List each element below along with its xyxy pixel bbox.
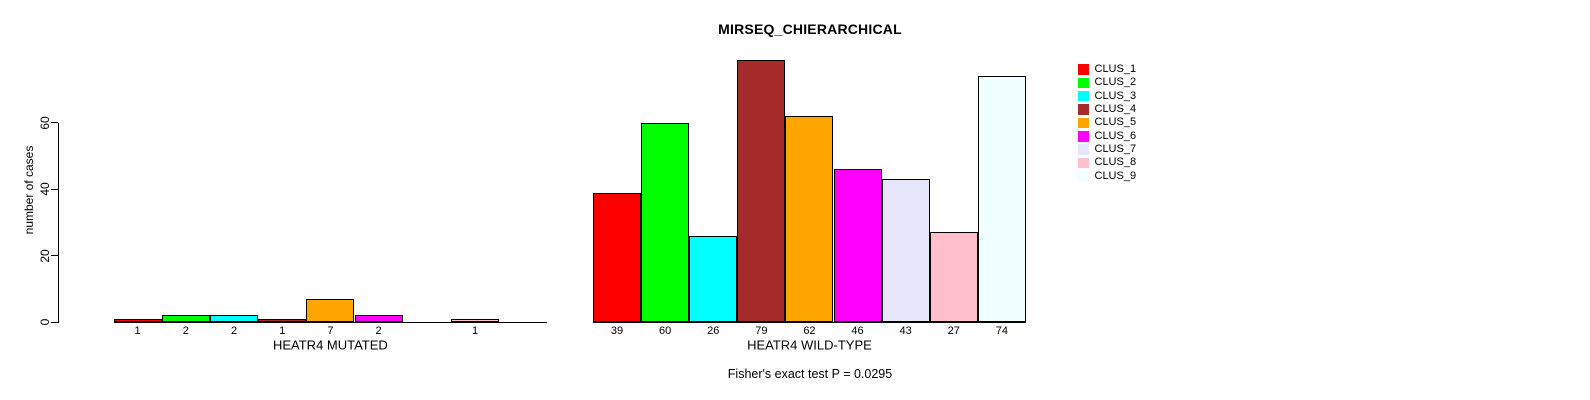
legend-swatch-icon — [1078, 90, 1089, 102]
y-tick — [51, 321, 58, 323]
legend-swatch-icon — [1078, 131, 1089, 142]
legend-swatch-icon — [1078, 77, 1089, 89]
bar-value-label: 1 — [134, 324, 141, 337]
bar-value-label: 7 — [327, 324, 334, 337]
bar-value-label: 74 — [995, 324, 1008, 337]
legend-label: CLUS_8 — [1094, 156, 1137, 169]
y-tick — [51, 122, 58, 124]
y-tick-label: 60 — [38, 116, 52, 130]
bar-value-label: 60 — [659, 324, 672, 337]
legend-label: CLUS_2 — [1094, 76, 1137, 89]
legend-item-CLUS_4: CLUS_4 — [1078, 103, 1136, 116]
bar-value-label: 2 — [230, 324, 238, 337]
legend-item-CLUS_7: CLUS_7 — [1078, 143, 1136, 156]
x-axis-line-wild-type — [593, 321, 1026, 323]
legend-swatch-icon — [1078, 104, 1089, 115]
y-tick-label: 0 — [38, 318, 52, 326]
legend-item-CLUS_2: CLUS_2 — [1078, 76, 1136, 89]
bar-wild-type-CLUS_9 — [977, 76, 1026, 322]
bar-value-label: 79 — [755, 324, 768, 337]
bar-value-label: 46 — [851, 324, 864, 337]
bar-mutated-CLUS_8 — [450, 318, 500, 322]
bar-value-label: 27 — [947, 324, 960, 337]
bar-mutated-CLUS_2 — [161, 315, 210, 322]
bar-mutated-CLUS_6 — [354, 315, 403, 322]
legend-label: CLUS_7 — [1094, 143, 1137, 156]
footer-stat: Fisher's exact test P = 0.0295 — [727, 367, 893, 381]
bar-value-label: 2 — [375, 324, 382, 337]
legend-item-CLUS_5: CLUS_5 — [1078, 116, 1136, 129]
legend-swatch-icon — [1078, 144, 1089, 155]
y-axis-title: number of cases — [22, 145, 36, 235]
legend-item-CLUS_6: CLUS_6 — [1078, 130, 1136, 143]
legend-label: CLUS_1 — [1094, 63, 1137, 75]
bar-wild-type-CLUS_4 — [737, 59, 786, 322]
bar-wild-type-CLUS_6 — [833, 169, 882, 322]
legend-label: CLUS_4 — [1094, 103, 1137, 116]
x-axis-title-wild-type: HEATR4 WILD-TYPE — [747, 337, 872, 352]
x-axis-line-mutated — [113, 321, 548, 323]
bar-value-label: 26 — [707, 324, 720, 337]
legend-label: CLUS_6 — [1094, 129, 1137, 142]
bar-value-label: 62 — [803, 324, 816, 337]
bar-value-label: 43 — [899, 324, 912, 337]
bar-value-label: 2 — [182, 324, 189, 337]
bar-mutated-CLUS_3 — [209, 315, 259, 322]
legend-item-CLUS_3: CLUS_3 — [1078, 90, 1136, 103]
bar-mutated-CLUS_4 — [258, 318, 307, 322]
legend-label: CLUS_3 — [1094, 89, 1137, 102]
legend-item-CLUS_1: CLUS_1 — [1078, 63, 1136, 76]
legend-label: CLUS_9 — [1094, 169, 1137, 182]
y-axis-line — [58, 122, 59, 323]
legend-swatch-icon — [1078, 117, 1089, 129]
bar-wild-type-CLUS_8 — [929, 232, 978, 322]
y-tick-label: 20 — [38, 248, 52, 263]
bar-wild-type-CLUS_3 — [689, 235, 738, 322]
bar-value-label: 1 — [471, 324, 479, 337]
chart-title: MIRSEQ_CHIERARCHICAL — [718, 21, 902, 37]
y-tick — [51, 188, 58, 190]
legend-swatch-icon — [1078, 157, 1089, 169]
bar-wild-type-CLUS_2 — [641, 122, 690, 322]
bar-wild-type-CLUS_1 — [593, 192, 642, 322]
y-tick — [51, 255, 58, 257]
legend-swatch-icon — [1078, 171, 1089, 182]
legend-item-CLUS_9: CLUS_9 — [1078, 170, 1136, 183]
bar-wild-type-CLUS_5 — [785, 116, 834, 322]
bar-value-label: 39 — [610, 324, 624, 337]
y-tick-label: 40 — [38, 182, 52, 196]
bar-value-label: 1 — [279, 324, 286, 337]
bar-mutated-CLUS_5 — [306, 298, 355, 322]
bar-mutated-CLUS_1 — [113, 318, 162, 322]
legend-label: CLUS_5 — [1094, 116, 1137, 129]
legend-swatch-icon — [1078, 64, 1089, 75]
legend-item-CLUS_8: CLUS_8 — [1078, 156, 1136, 169]
bar-wild-type-CLUS_7 — [881, 179, 930, 322]
x-axis-title-mutated: HEATR4 MUTATED — [272, 337, 388, 352]
